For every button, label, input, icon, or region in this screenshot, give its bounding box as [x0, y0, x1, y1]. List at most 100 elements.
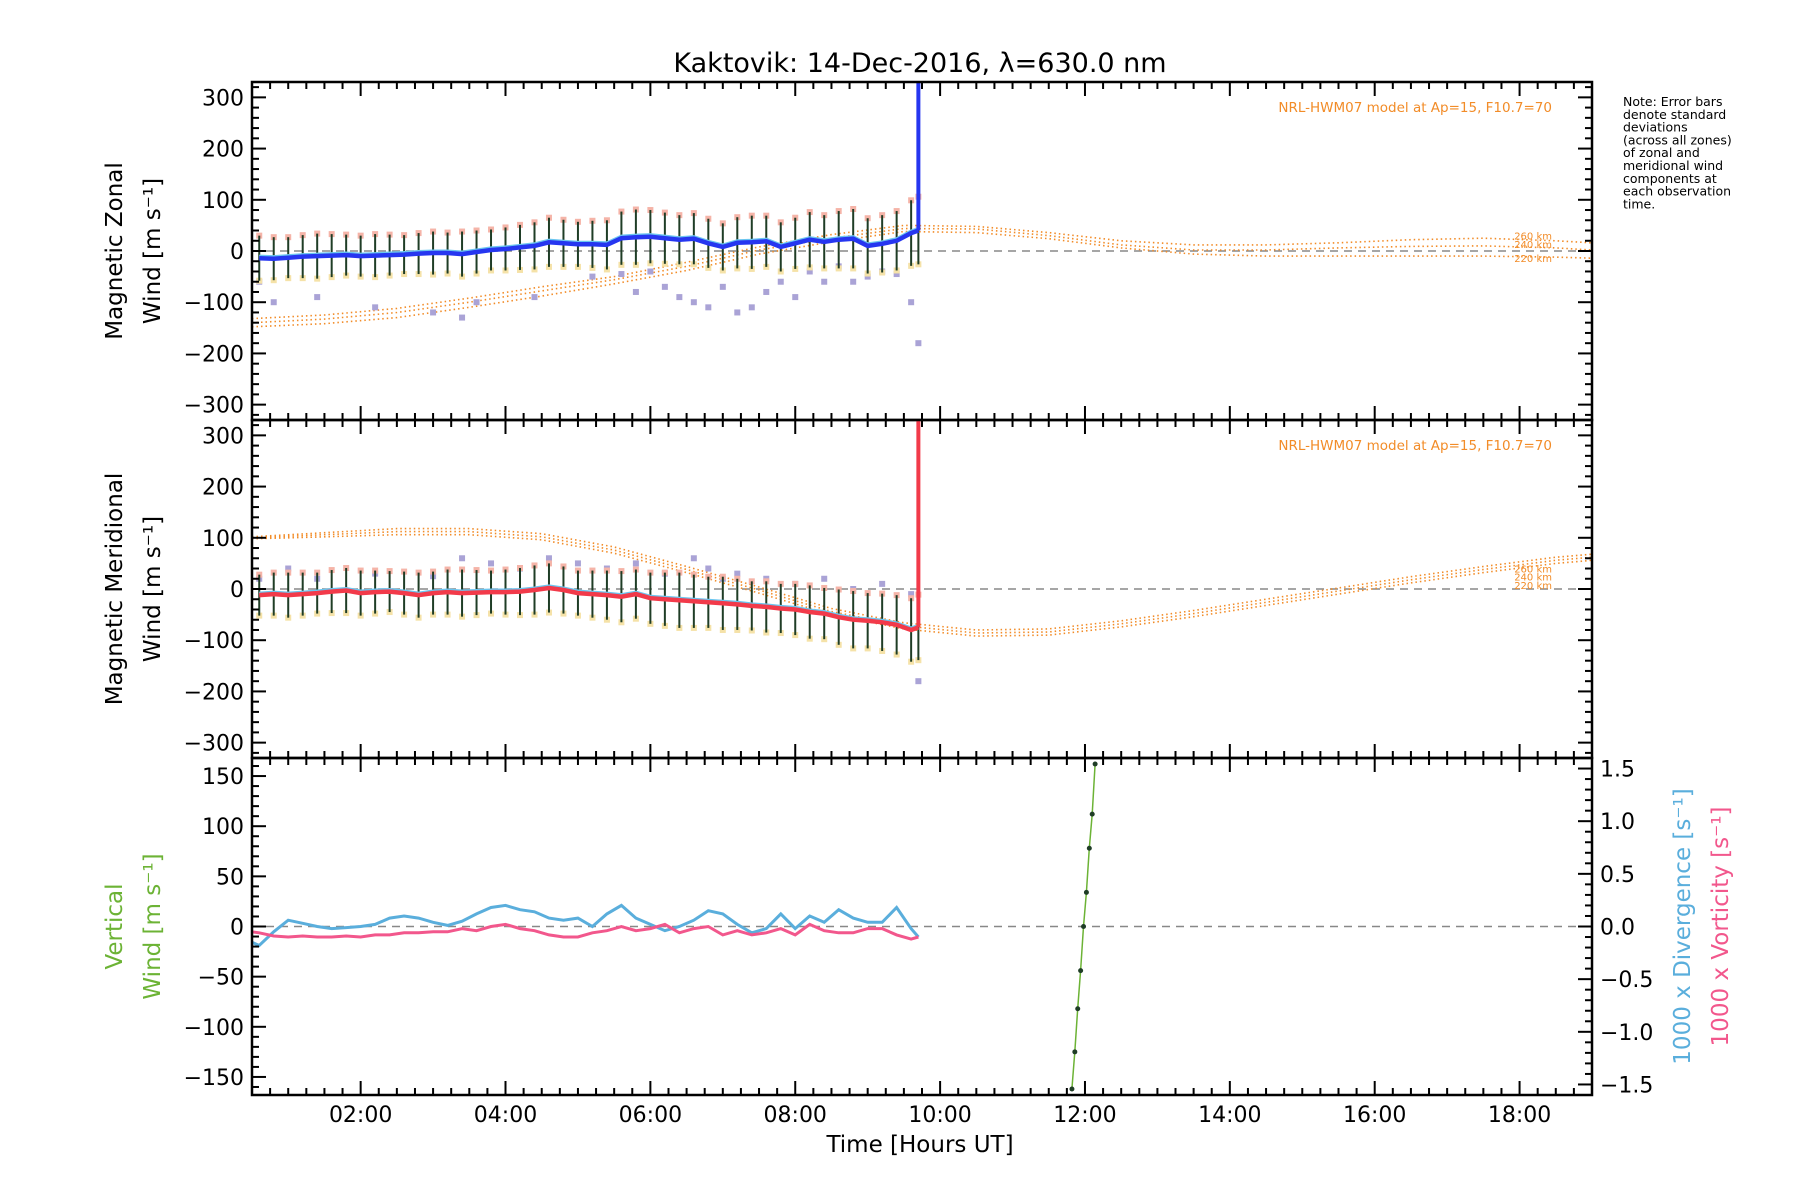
zone-point [908, 591, 915, 598]
y-tick-label: 0 [230, 578, 244, 603]
note-line: components at [1623, 171, 1717, 186]
right-tick-label: 0.0 [1600, 916, 1635, 941]
y-tick-label: 300 [202, 424, 244, 449]
x-tick-label: 12:00 [1053, 1103, 1116, 1128]
zone-point [372, 304, 379, 311]
y-tick-label: 0 [230, 240, 244, 265]
right-tick-label: −1.5 [1600, 1073, 1653, 1098]
right-tick-label: 0.5 [1600, 863, 1635, 888]
zone-point [459, 555, 466, 562]
zone-point [864, 273, 871, 280]
y-tick-label: 200 [202, 138, 244, 163]
y-axis-title: Vertical [102, 883, 128, 969]
hwm-model-label: NRL-HWM07 model at Ap=15, F10.7=70 [1278, 100, 1552, 116]
y-tick-label: −200 [184, 680, 244, 705]
y-tick-label: −50 [198, 966, 244, 991]
vertical-wind-point [1072, 1049, 1078, 1055]
altitude-label: 240 km [1514, 573, 1552, 584]
vorticity-axis-title: 1000 x Vorticity [s⁻¹] [1708, 807, 1734, 1047]
zone-point [777, 278, 784, 285]
y-axis-title: Wind [m s⁻¹] [140, 853, 166, 999]
zone-point [763, 288, 770, 295]
vertical-wind-panel: 150 100 50 0 −50 −100 −150 1.5 1.0 0.5 0.0 −0.5 −1.0… [102, 756, 1734, 1098]
mean-wind-line [259, 228, 920, 261]
y-tick-label: −300 [184, 394, 244, 419]
altitude-label: 220 km [1514, 254, 1552, 265]
zone-point [821, 575, 828, 582]
y-tick-label: 200 [202, 476, 244, 501]
note-line: time. [1623, 196, 1655, 211]
zone-point [719, 283, 726, 290]
zone-point [734, 309, 741, 316]
altitude-label: 240 km [1514, 240, 1552, 251]
zone-point [270, 299, 277, 306]
zone-point [574, 560, 581, 567]
y-tick-label: 50 [216, 865, 244, 890]
note-line: Note: Error bars [1623, 94, 1722, 109]
hwm-model-curve-240km [251, 530, 1593, 634]
x-tick-label: 04:00 [474, 1103, 537, 1128]
zone-point [690, 555, 697, 562]
zone-point [705, 304, 712, 311]
zone-point [647, 268, 654, 275]
y-tick-label: −300 [184, 732, 244, 757]
altitude-label: 260 km [1514, 565, 1552, 576]
zone-point [806, 268, 813, 275]
vertical-wind-point [1089, 811, 1095, 817]
y-tick-label: −100 [184, 291, 244, 316]
vertical-wind-point [1075, 1006, 1081, 1012]
altitude-label: 260 km [1514, 232, 1552, 243]
y-axis-title: Magnetic Zonal [102, 162, 128, 340]
x-tick-label: 16:00 [1343, 1103, 1406, 1128]
zone-point [734, 570, 741, 577]
y-axis-title: Magnetic Meridional [102, 473, 128, 706]
y-tick-label: −200 [184, 342, 244, 367]
vertical-wind-point [1081, 924, 1087, 929]
zone-point [676, 294, 683, 301]
meridional-wind-panel: NRL-HWM07 model at Ap=15, F10.7=70 260 km… [102, 418, 1594, 760]
hwm-model-curve-220km [251, 230, 1593, 328]
hwm-model-label: NRL-HWM07 model at Ap=15, F10.7=70 [1278, 438, 1552, 454]
chart-title: Kaktovik: 14-Dec-2016, λ=630.0 nm [673, 48, 1166, 79]
mean-wind-line [259, 585, 920, 633]
x-tick-label: 10:00 [908, 1103, 971, 1128]
zone-point [850, 278, 857, 285]
y-tick-label: −100 [184, 629, 244, 654]
zone-point [915, 678, 922, 685]
panel-frame [250, 756, 1594, 1097]
zone-point [908, 299, 915, 306]
x-tick-label: 02:00 [329, 1103, 392, 1128]
zone-point [821, 278, 828, 285]
zone-point [879, 580, 886, 587]
zone-point [792, 294, 799, 301]
zone-point [430, 309, 437, 316]
note-line: each observation [1623, 184, 1731, 199]
zone-point [705, 565, 712, 572]
vorticity-line [251, 922, 919, 941]
altitude-label: 220 km [1514, 581, 1552, 592]
zone-point [915, 340, 922, 347]
y-tick-label: 0 [230, 916, 244, 941]
y-tick-label: 100 [202, 189, 244, 214]
vertical-wind-point [1086, 845, 1092, 851]
hwm-model-curve-240km [251, 227, 1593, 324]
zone-point [545, 555, 552, 562]
zone-point [285, 565, 292, 572]
y-tick-label: 300 [202, 86, 244, 111]
y-tick-label: −100 [184, 1016, 244, 1041]
zone-point [314, 294, 321, 301]
x-tick-label: 14:00 [1198, 1103, 1261, 1128]
right-tick-label: −1.0 [1600, 1021, 1653, 1046]
vertical-wind-point [1083, 889, 1089, 895]
note-line: denote standard [1623, 107, 1726, 122]
y-tick-label: 100 [202, 527, 244, 552]
vertical-wind-point [1069, 1086, 1075, 1092]
note-line: (across all zones) [1623, 132, 1732, 147]
divergence-axis-title: 1000 x Divergence [s⁻¹] [1670, 788, 1696, 1064]
zone-point [661, 283, 668, 290]
vertical-wind-point [1078, 968, 1084, 974]
note-line: of zonal and [1623, 145, 1700, 160]
x-axis-title: Time [Hours UT] [825, 1132, 1013, 1158]
